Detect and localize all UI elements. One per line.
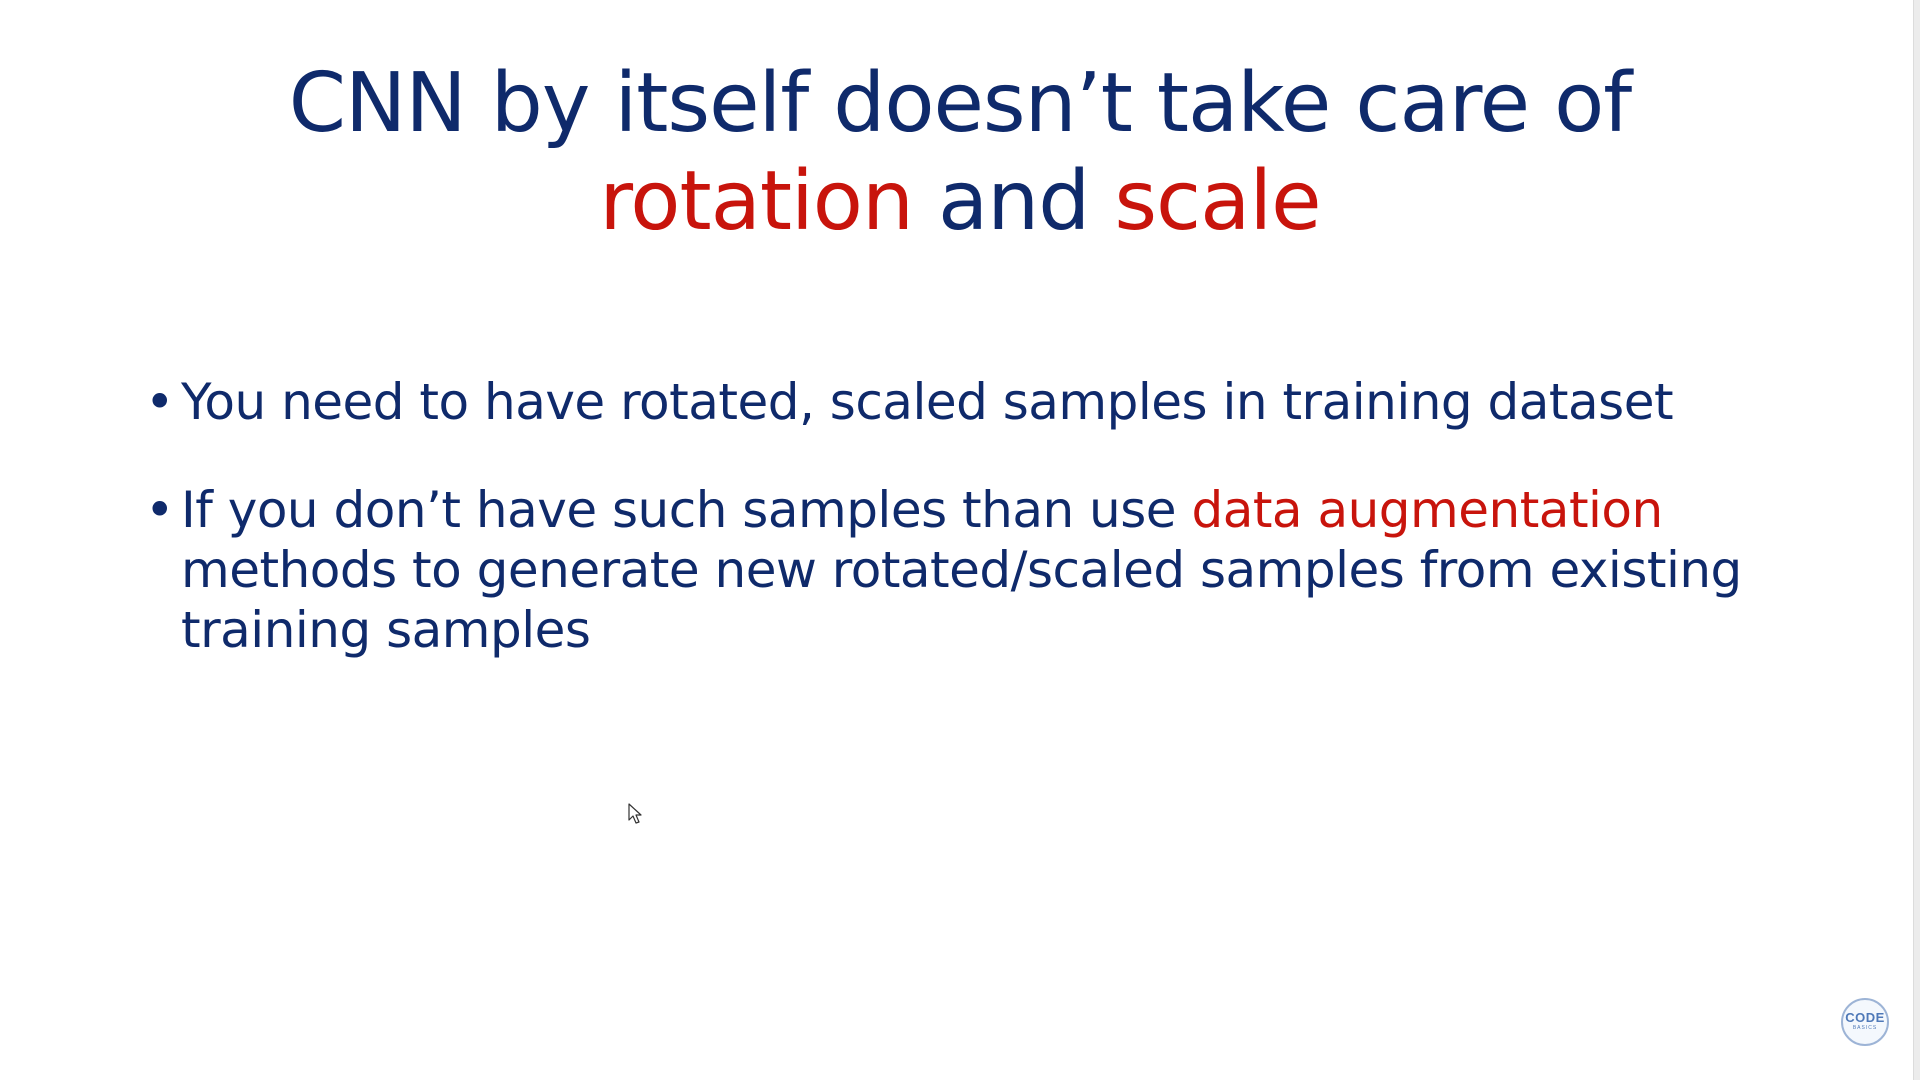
- bullet-text-2-after: methods to generate new rotated/scaled s…: [181, 541, 1742, 659]
- title-and: and: [912, 154, 1115, 249]
- bullet-item-2: • If you don’t have such samples than us…: [145, 480, 1785, 660]
- title-scale: scale: [1114, 154, 1321, 249]
- mouse-pointer-icon: [628, 803, 642, 824]
- bullet-marker: •: [145, 373, 175, 431]
- title-line-2: rotation and scale: [0, 153, 1920, 251]
- window-edge: [1913, 0, 1920, 1080]
- slide-title: CNN by itself doesn’t take care of rotat…: [0, 55, 1920, 251]
- logo-sub-text: BASICS: [1852, 1025, 1878, 1031]
- logo-main-text: CODE: [1845, 1010, 1885, 1025]
- codebasics-logo-icon: CODE BASICS: [1841, 998, 1889, 1046]
- title-line-1: CNN by itself doesn’t take care of: [288, 56, 1632, 151]
- bullet-highlight-data-augmentation: data augmentation: [1191, 481, 1663, 539]
- bullet-item-1: • You need to have rotated, scaled sampl…: [145, 372, 1785, 432]
- bullet-text-1: You need to have rotated, scaled samples…: [181, 373, 1674, 431]
- bullet-marker: •: [145, 481, 175, 539]
- title-rotation: rotation: [599, 154, 914, 249]
- bullet-text-2-before: If you don’t have such samples than use: [181, 481, 1192, 539]
- bullet-list: • You need to have rotated, scaled sampl…: [145, 372, 1785, 660]
